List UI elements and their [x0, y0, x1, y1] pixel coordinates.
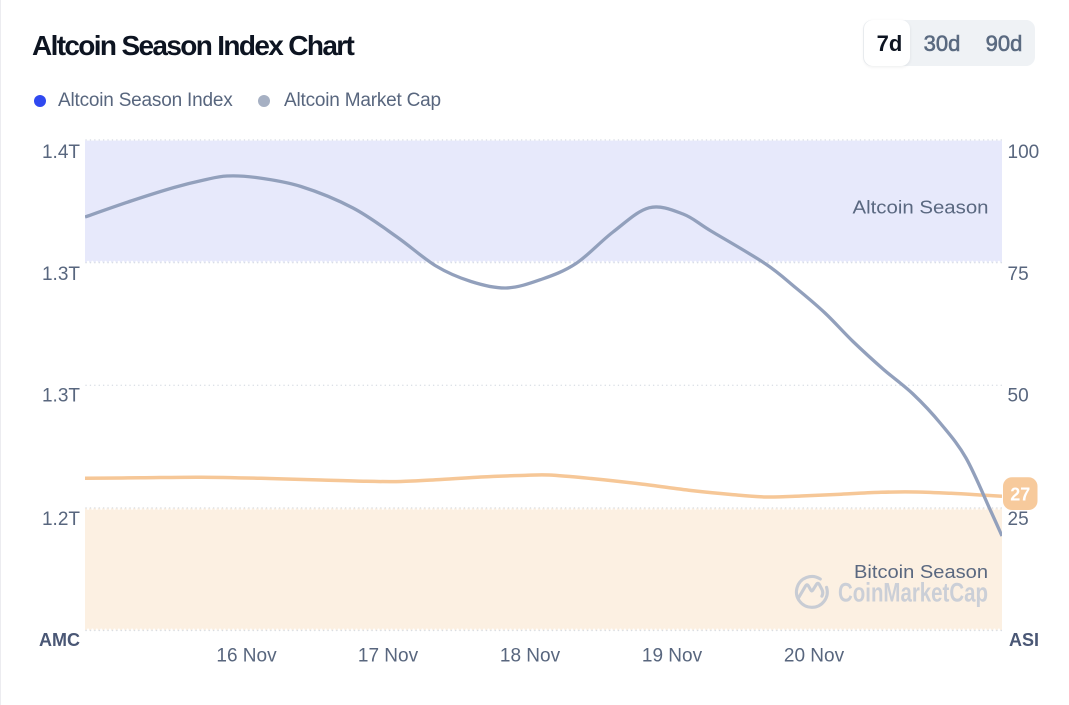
- svg-text:25: 25: [1008, 509, 1029, 530]
- svg-text:1.4T: 1.4T: [42, 142, 80, 163]
- svg-text:Altcoin Season: Altcoin Season: [853, 198, 989, 218]
- svg-text:1.3T: 1.3T: [42, 386, 80, 407]
- svg-text:AMC: AMC: [39, 630, 80, 650]
- svg-text:1.2T: 1.2T: [42, 509, 80, 530]
- svg-text:50: 50: [1008, 386, 1029, 407]
- svg-text:75: 75: [1008, 264, 1029, 285]
- svg-text:20 Nov: 20 Nov: [784, 645, 845, 666]
- svg-text:17 Nov: 17 Nov: [358, 645, 419, 666]
- svg-text:19 Nov: 19 Nov: [642, 645, 703, 666]
- svg-text:ASI: ASI: [1009, 630, 1039, 650]
- svg-text:100: 100: [1008, 142, 1040, 163]
- svg-text:16 Nov: 16 Nov: [216, 645, 277, 666]
- svg-text:1.3T: 1.3T: [42, 264, 80, 285]
- svg-text:CoinMarketCap: CoinMarketCap: [838, 578, 988, 608]
- svg-text:18 Nov: 18 Nov: [500, 645, 561, 666]
- svg-text:Bitcoin Season: Bitcoin Season: [854, 562, 988, 582]
- svg-text:27: 27: [1010, 484, 1030, 504]
